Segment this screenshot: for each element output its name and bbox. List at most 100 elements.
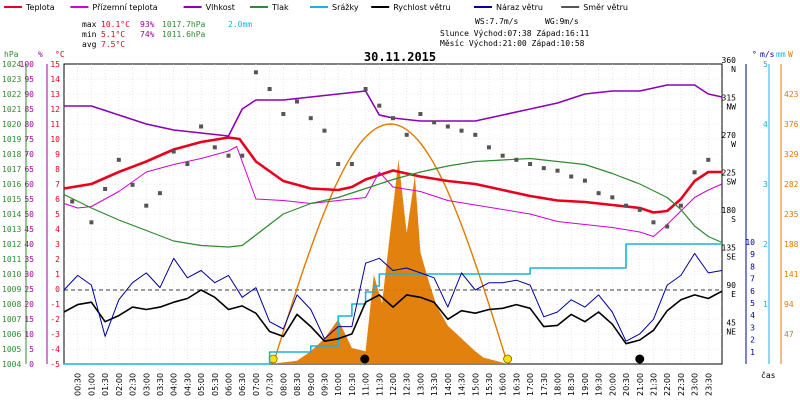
time-tick-label: 11:30 — [375, 373, 384, 396]
time-tick-label: 21:30 — [649, 373, 658, 396]
stats-block: max 10.1°C 93% 1017.7hPa 2.0mm min 5.1°C… — [82, 17, 589, 49]
pct-tick-label: 100 — [20, 60, 35, 69]
series-layer — [63, 70, 723, 365]
hpa-tick-label: 1006 — [2, 330, 21, 339]
wind-direction-point — [404, 132, 409, 137]
ms-tick-label: 2 — [750, 336, 755, 345]
wind-direction-point — [459, 128, 464, 133]
hpa-tick-label: 1018 — [2, 150, 21, 159]
temp-tick-label: 12 — [50, 105, 60, 114]
wind-direction-point — [281, 112, 286, 116]
wind-direction-point — [70, 199, 75, 204]
dir-compass-tick-label: S — [731, 215, 736, 224]
wind-direction-point — [116, 157, 121, 162]
wind-direction-point — [349, 162, 354, 166]
w-tick-label: 282 — [784, 180, 799, 189]
time-tick-label: 09:30 — [320, 373, 329, 396]
w-tick-label: 235 — [784, 210, 799, 219]
temp-tick-label: 5 — [55, 210, 60, 219]
wind-direction-point — [322, 128, 327, 133]
temp-tick-label: 7 — [55, 180, 60, 189]
dir-deg-tick-label: 315 — [722, 94, 737, 103]
wind-direction-point — [308, 116, 313, 121]
time-tick-label: 09:00 — [307, 373, 316, 396]
moonrise-marker — [635, 354, 645, 364]
dir-compass-tick-label: E — [731, 290, 736, 299]
hpa-tick-label: 1004 — [2, 360, 21, 369]
time-tick-label: 04:30 — [183, 373, 192, 396]
pct-tick-label: 40 — [24, 240, 34, 249]
pct-tick-label: 5 — [29, 345, 34, 354]
dir-deg-tick-label: 270 — [722, 131, 737, 140]
dir-compass-tick-label: W — [731, 140, 736, 149]
sun-arc-line — [272, 123, 509, 365]
hpa-tick-label: 1008 — [2, 300, 21, 309]
time-tick-label: 05:30 — [211, 373, 220, 396]
wind-direction-point — [157, 191, 162, 196]
wind-direction-point — [486, 145, 491, 150]
wind-direction-point — [651, 220, 656, 225]
temp-tick-label: 2 — [55, 255, 60, 264]
wind-direction-point — [377, 103, 382, 108]
wind-direction-point — [363, 87, 368, 91]
stat-wg: WG:9m/s — [545, 17, 579, 26]
wind-direction-point — [555, 168, 560, 173]
pct-tick-label: 70 — [24, 150, 34, 159]
stat-avg-label: avg — [82, 40, 97, 49]
time-tick-label: 22:30 — [677, 373, 686, 396]
wind-direction-point — [144, 203, 149, 208]
pct-tick-label: 50 — [24, 210, 34, 219]
mm-tick-label: 1 — [763, 300, 768, 309]
wind-direction-point — [103, 187, 108, 191]
time-tick-label: 02:00 — [115, 373, 124, 396]
wind-direction-point — [569, 174, 574, 179]
time-tick-label: 06:00 — [225, 373, 234, 396]
time-tick-label: 01:00 — [87, 373, 96, 396]
series-line-tlak — [63, 157, 723, 248]
stat-mesic: Měsíc Východ:21:00 Západ:10:58 — [440, 39, 585, 48]
pct-tick-label: 35 — [24, 255, 34, 264]
ms-tick-label: 1 — [750, 348, 755, 357]
wind-direction-point — [267, 87, 272, 91]
temp-tick-label: -4 — [50, 345, 60, 354]
pct-tick-label: 30 — [24, 270, 34, 279]
hpa-tick-label: 1016 — [2, 180, 21, 189]
time-tick-label: 05:00 — [197, 373, 206, 396]
legend-label-rychlost: Rychlost větru — [393, 3, 450, 12]
hpa-tick-label: 1007 — [2, 315, 21, 324]
w-tick-label: 376 — [784, 120, 799, 129]
hpa-tick-label: 1010 — [2, 270, 21, 279]
time-tick-label: 15:30 — [485, 373, 494, 396]
hpa-tick-label: 1015 — [2, 195, 21, 204]
time-tick-label: 19:30 — [595, 373, 604, 396]
time-tick-label: 13:00 — [416, 373, 425, 396]
stat-max-label: max — [82, 20, 97, 29]
pct-tick-label: 95 — [24, 75, 34, 84]
dir-deg-tick-label: 90 — [726, 281, 736, 290]
time-tick-label: 18:00 — [554, 373, 563, 396]
legend-label-srazky: Srážky — [332, 3, 359, 12]
time-tick-label: 16:30 — [512, 373, 521, 396]
wind-direction-point — [692, 170, 697, 175]
wind-direction-point — [637, 207, 642, 212]
series-line-teplota — [63, 136, 722, 214]
ms-tick-label: 7 — [750, 275, 755, 284]
stat-max-temp: 10.1°C — [101, 20, 130, 29]
wind-direction-point — [130, 182, 135, 187]
dir-deg-tick-label: 45 — [726, 319, 736, 328]
wind-direction-point — [596, 191, 601, 196]
hpa-tick-label: 1020 — [2, 120, 21, 129]
ms-tick-label: 8 — [750, 262, 755, 271]
series-line-prizemni — [63, 146, 723, 237]
stat-min-hum: 74% — [140, 30, 155, 39]
time-tick-label: 12:00 — [389, 373, 398, 396]
temp-tick-label: 6 — [55, 195, 60, 204]
dir-deg-tick-label: 360 — [722, 56, 737, 65]
ms-tick-label: 10 — [745, 238, 755, 247]
time-tick-label: 21:00 — [636, 373, 645, 396]
ms-tick-label: 9 — [750, 250, 755, 259]
time-tick-label: 23:30 — [704, 373, 713, 396]
stat-min-temp: 5.1°C — [101, 30, 125, 39]
